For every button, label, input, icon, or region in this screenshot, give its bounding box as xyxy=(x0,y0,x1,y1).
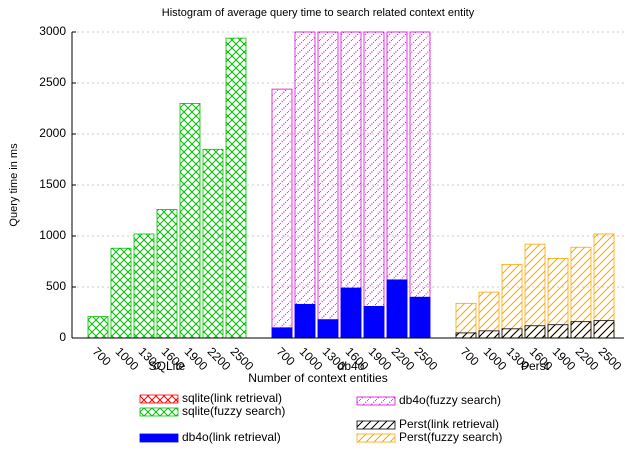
legend-swatch xyxy=(139,407,179,417)
legend-label: sqlite(fuzzy search) xyxy=(182,404,285,418)
legend-swatch xyxy=(139,433,179,443)
group-label: db4o xyxy=(338,359,365,373)
legend-swatch xyxy=(139,394,179,404)
bar xyxy=(271,327,293,339)
legend-label: sqlite(link retrieval) xyxy=(182,391,282,405)
bar xyxy=(271,88,293,339)
bar xyxy=(363,305,385,339)
x-tick-label: 700 xyxy=(90,344,114,368)
bar xyxy=(409,296,431,339)
y-tick-label: 3000 xyxy=(39,24,66,38)
bar xyxy=(110,247,132,339)
x-tick-label: 700 xyxy=(458,344,482,368)
legend-label: Perst(fuzzy search) xyxy=(399,430,502,444)
y-tick-label: 2000 xyxy=(39,126,66,140)
y-axis-label: Query time in ms xyxy=(8,143,20,227)
x-tick-label: 2200 xyxy=(205,344,234,373)
y-tick-label: 500 xyxy=(46,279,66,293)
x-tick-label: 2200 xyxy=(573,344,602,373)
x-tick-label: 2500 xyxy=(228,344,257,373)
bar xyxy=(294,31,316,339)
y-tick-label: 2500 xyxy=(39,75,66,89)
x-tick-label: 1900 xyxy=(182,344,211,373)
bar xyxy=(524,243,546,339)
bar xyxy=(340,287,362,339)
chart-title: Histogram of average query time to searc… xyxy=(162,7,475,19)
legend-swatch xyxy=(356,396,396,406)
x-tick-label: 1900 xyxy=(550,344,579,373)
x-tick-label: 1000 xyxy=(297,344,326,373)
legend-swatch xyxy=(356,433,396,443)
bar xyxy=(547,324,569,339)
bar xyxy=(524,325,546,339)
x-axis-label: Number of context entities xyxy=(248,371,387,385)
bar xyxy=(87,316,109,339)
bar xyxy=(386,279,408,339)
legend-label: db4o(link retrieval) xyxy=(182,430,281,444)
x-tick-label: 1000 xyxy=(113,344,142,373)
bar xyxy=(501,264,523,339)
x-tick-label: 2500 xyxy=(412,344,441,373)
bar xyxy=(317,319,339,339)
bar xyxy=(501,328,523,339)
bar xyxy=(593,320,615,339)
bar xyxy=(179,103,201,339)
bar xyxy=(294,303,316,339)
bar xyxy=(570,321,592,339)
group-label: SQLite xyxy=(149,359,186,373)
x-tick-label: 2200 xyxy=(389,344,418,373)
bar xyxy=(455,332,477,339)
bar xyxy=(363,31,385,339)
bar xyxy=(409,31,431,339)
x-tick-label: 1000 xyxy=(481,344,510,373)
x-tick-label: 2500 xyxy=(596,344,625,373)
legend-label: db4o(fuzzy search) xyxy=(399,393,501,407)
group-label: Perst xyxy=(521,359,550,373)
legend-swatch xyxy=(356,420,396,430)
bar xyxy=(202,148,224,339)
bar xyxy=(317,31,339,339)
bar xyxy=(133,233,155,339)
bar xyxy=(156,209,178,339)
y-tick-label: 1000 xyxy=(39,228,66,242)
legend-label: Perst(link retrieval) xyxy=(399,417,499,431)
x-tick-label: 700 xyxy=(274,344,298,368)
y-tick-label: 0 xyxy=(59,330,66,344)
bar xyxy=(225,37,247,339)
bar xyxy=(478,330,500,339)
x-tick-label: 1900 xyxy=(366,344,395,373)
y-tick-label: 1500 xyxy=(39,177,66,191)
